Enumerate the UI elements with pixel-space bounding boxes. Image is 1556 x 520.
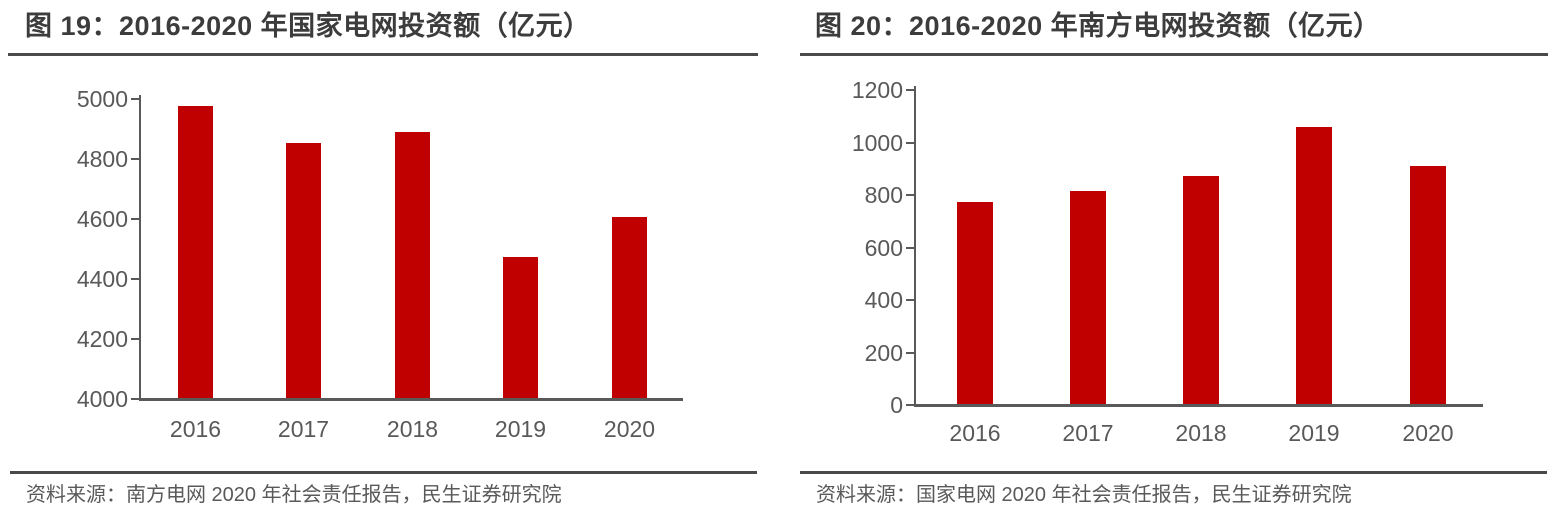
y-tick-4800 [131,158,139,160]
y-tick-200 [906,352,914,354]
y-tick-label-0: 0 [890,392,903,418]
y-tick-4600 [131,218,139,220]
y-tick-4200 [131,338,139,340]
y-axis-line [139,95,141,400]
x-tick-label-2017: 2017 [1062,420,1114,446]
y-tick-label-200: 200 [864,340,903,366]
x-tick-label-2017: 2017 [277,416,330,442]
x-tick-label-2019: 2019 [494,416,547,442]
y-tick-label-4400: 4400 [76,266,128,292]
figure-19-source-note: 资料来源：南方电网 2020 年社会责任报告，民生证券研究院 [26,484,562,506]
bar-2020 [612,217,647,399]
y-tick-label-4800: 4800 [76,146,128,172]
x-tick-label-2020: 2020 [1402,420,1454,446]
y-tick-4400 [131,278,139,280]
figure-20-title-divider [800,53,1548,56]
y-tick-800 [906,194,914,196]
figure-20-panel: 图 20：2016-2020 年南方电网投资额（亿元） 1200 1000 800 6… [778,0,1556,520]
figure-20-source-note: 资料来源：国家电网 2020 年社会责任报告，民生证券研究院 [816,484,1352,506]
y-tick-5000 [131,98,139,100]
bar-2017 [1070,191,1106,405]
x-tick-label-2016: 2016 [949,420,1001,446]
figure-19-title-divider [8,53,758,56]
x-tick-label-2018: 2018 [1175,420,1227,446]
figure-19-bar-chart: 5000 4800 4600 4400 4200 4000 2016 2017 2018 2019… [0,60,778,460]
x-axis-line [914,404,1483,407]
y-tick-label-1000: 1000 [851,130,903,156]
y-tick-0 [906,404,914,406]
bar-2017 [286,143,321,399]
y-tick-1000 [906,142,914,144]
bar-2020 [1410,166,1446,405]
y-tick-label-4600: 4600 [76,206,128,232]
figure-19-panel: 图 19：2016-2020 年国家电网投资额（亿元） 5000 4800 4600… [0,11,778,506]
y-tick-1200 [906,89,914,91]
x-tick-label-2016: 2016 [169,416,222,442]
bar-2018 [1183,176,1219,405]
bar-2018 [395,132,430,399]
bar-2016 [178,106,213,399]
x-tick-label-2019: 2019 [1288,420,1340,446]
y-tick-label-600: 600 [864,235,903,261]
x-tick-label-2018: 2018 [386,416,439,442]
x-tick-label-2020: 2020 [603,416,656,442]
figure-20-title: 图 20：2016-2020 年南方电网投资额（亿元） [815,11,1381,41]
y-tick-label-400: 400 [864,287,903,313]
y-tick-label-5000: 5000 [76,86,128,112]
figure-20-bar-chart: 1200 1000 800 600 400 200 0 2016 2017 2018 2019 202… [778,60,1556,460]
bar-2019 [1296,127,1332,405]
y-tick-label-4000: 4000 [76,386,128,412]
y-tick-4000 [131,398,139,400]
y-tick-400 [906,299,914,301]
bar-2016 [957,202,993,405]
figure-20-source-divider [800,471,1547,474]
y-tick-label-4200: 4200 [76,326,128,352]
figure-19-title: 图 19：2016-2020 年国家电网投资额（亿元） [25,11,591,41]
y-tick-label-800: 800 [864,182,903,208]
x-axis-line [139,398,683,401]
bar-2019 [503,257,538,399]
figure-19-source-divider [10,471,757,474]
y-tick-600 [906,247,914,249]
y-tick-label-1200: 1200 [851,77,903,103]
y-axis-line [914,86,916,406]
